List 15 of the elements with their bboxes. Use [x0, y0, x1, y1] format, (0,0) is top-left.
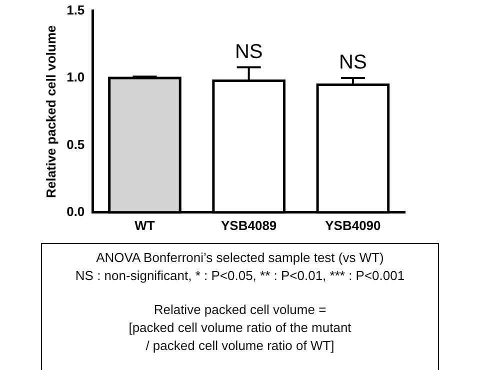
- text: ANOVA Bonferroni’s selected sample test (vs WT): [95, 249, 385, 267]
- x-tick-label: YSB4090: [325, 218, 381, 233]
- y-tick-label: 0.0: [66, 204, 85, 219]
- x-tick-label: YSB4089: [221, 218, 277, 233]
- x-tick-label: WT: [134, 218, 155, 233]
- text: NS : non-significant, * : P<0.05, ** : P<0.01, *** : P<0.001: [74, 267, 406, 285]
- annotation: NS: [339, 52, 367, 74]
- annotation: NS: [234, 40, 263, 63]
- y-axis-title: Relative packed cell volume: [43, 25, 58, 198]
- y-tick-label: 1.5: [66, 2, 85, 18]
- y-tick-label: 0.5: [66, 136, 85, 152]
- text: Relative packed cell volume =: [152, 301, 328, 319]
- text: [packed cell volume ratio of the mutant: [128, 319, 352, 337]
- text: / packed cell volume ratio of WT]: [144, 337, 336, 355]
- y-tick-label: 1.0: [66, 70, 85, 85]
